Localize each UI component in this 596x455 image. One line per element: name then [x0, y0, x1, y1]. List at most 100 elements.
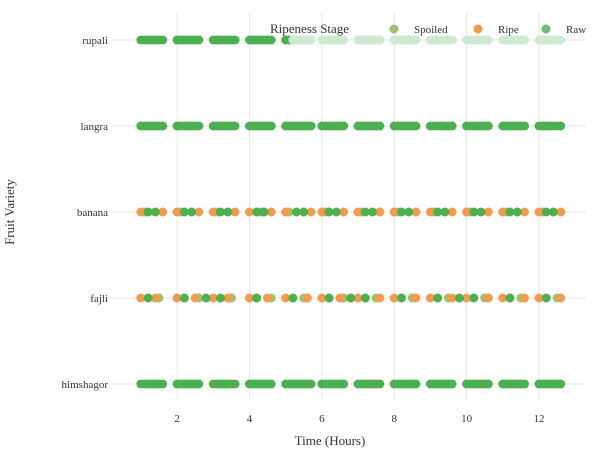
legend-marker [541, 24, 551, 34]
data-point-raw [483, 35, 493, 45]
legend-label: Spoiled [414, 24, 448, 36]
data-point-ripe [150, 293, 160, 303]
data-point-ripe [245, 207, 254, 217]
data-point-ripe [281, 293, 291, 303]
data-point-ripe [556, 207, 566, 217]
data-point-raw [397, 293, 406, 303]
data-points [136, 35, 566, 389]
data-point-raw [483, 379, 493, 389]
axes: 2 4 6 8 10 12 rupali langra banana fajli himshagor [62, 35, 545, 425]
data-point-raw [179, 207, 189, 217]
data-point-raw [375, 379, 385, 389]
data-point-ripe [302, 293, 312, 303]
x-tick-label: 8 [391, 413, 397, 425]
data-point-ripe [281, 207, 291, 217]
data-point-ripe [447, 293, 457, 303]
data-point-ripe [208, 207, 218, 217]
data-point-ripe [462, 207, 472, 217]
data-point-raw [368, 207, 377, 217]
data-point-raw [346, 293, 356, 303]
data-point-raw [339, 121, 349, 131]
data-point-raw [520, 379, 529, 389]
data-point-raw [158, 121, 168, 131]
data-point-raw [476, 207, 486, 217]
data-point-ripe [483, 207, 493, 217]
data-point-raw [306, 121, 316, 131]
y-tick-label: himshagor [62, 379, 109, 391]
data-point-raw [411, 121, 421, 131]
data-point-raw [520, 35, 529, 45]
data-point-raw [454, 293, 464, 303]
data-point-raw [158, 35, 168, 45]
data-point-raw [216, 207, 225, 217]
data-point-raw [520, 121, 529, 131]
data-point-raw [556, 35, 566, 45]
data-point-ripe [375, 207, 385, 217]
data-point-raw [252, 293, 262, 303]
data-point-raw [541, 207, 551, 217]
data-point-raw [375, 35, 385, 45]
data-point-raw [360, 293, 370, 303]
legend-marker [473, 24, 483, 34]
data-point-ripe [263, 293, 273, 303]
data-point-raw [541, 293, 551, 303]
data-point-raw [230, 121, 240, 131]
data-point-ripe [389, 207, 399, 217]
legend-item-raw[interactable]: Raw [541, 24, 587, 36]
data-point-raw [556, 379, 566, 389]
data-point-raw [179, 293, 189, 303]
data-point-ripe [230, 207, 240, 217]
data-point-raw [339, 35, 349, 45]
data-point-ripe [411, 293, 421, 303]
data-point-ripe [462, 293, 472, 303]
data-point-ripe [335, 293, 345, 303]
legend-item-spoiled[interactable]: Spoiled [389, 24, 449, 36]
data-point-raw [360, 207, 370, 217]
data-point-raw [447, 121, 457, 131]
y-tick-label: rupali [82, 35, 108, 47]
data-point-ripe [498, 207, 508, 217]
data-point-raw [324, 293, 334, 303]
data-point-raw [266, 121, 276, 131]
y-tick-label: fajli [90, 293, 108, 305]
y-tick-label: langra [81, 121, 109, 133]
data-point-raw [447, 35, 457, 45]
data-point-raw [440, 207, 450, 217]
data-point-ripe [375, 293, 385, 303]
legend-item-ripe[interactable]: Ripe [473, 24, 519, 36]
data-point-ripe [353, 207, 363, 217]
data-point-ripe [520, 207, 529, 217]
data-point-raw [324, 207, 334, 217]
data-point-raw [397, 207, 406, 217]
data-point-raw [411, 379, 421, 389]
data-point-raw [433, 293, 443, 303]
data-point-raw [404, 207, 414, 217]
data-point-raw [469, 293, 479, 303]
data-point-ripe [483, 293, 493, 303]
data-point-raw [266, 35, 276, 45]
data-point-ripe [447, 207, 457, 217]
legend-label: Raw [566, 24, 586, 36]
legend[interactable]: Ripeness Stage Spoiled Ripe Raw [270, 21, 586, 36]
data-point-raw [288, 293, 298, 303]
data-point-raw [556, 121, 566, 131]
x-tick-label: 12 [533, 413, 544, 425]
data-point-raw [306, 35, 316, 45]
data-point-raw [548, 207, 558, 217]
data-point-ripe [245, 293, 254, 303]
data-point-ripe [136, 293, 146, 303]
data-point-raw [223, 207, 233, 217]
data-point-raw [375, 121, 385, 131]
data-point-raw [216, 293, 225, 303]
data-point-raw [187, 207, 197, 217]
data-point-ripe [172, 207, 182, 217]
x-tick-label: 6 [319, 413, 325, 425]
data-point-ripe [556, 293, 566, 303]
data-point-ripe [317, 293, 327, 303]
data-point-ripe [389, 293, 399, 303]
legend-marker [389, 24, 399, 34]
data-point-ripe [266, 207, 276, 217]
data-point-ripe [306, 207, 316, 217]
data-point-raw [259, 207, 269, 217]
legend-title: Ripeness Stage [270, 21, 349, 36]
